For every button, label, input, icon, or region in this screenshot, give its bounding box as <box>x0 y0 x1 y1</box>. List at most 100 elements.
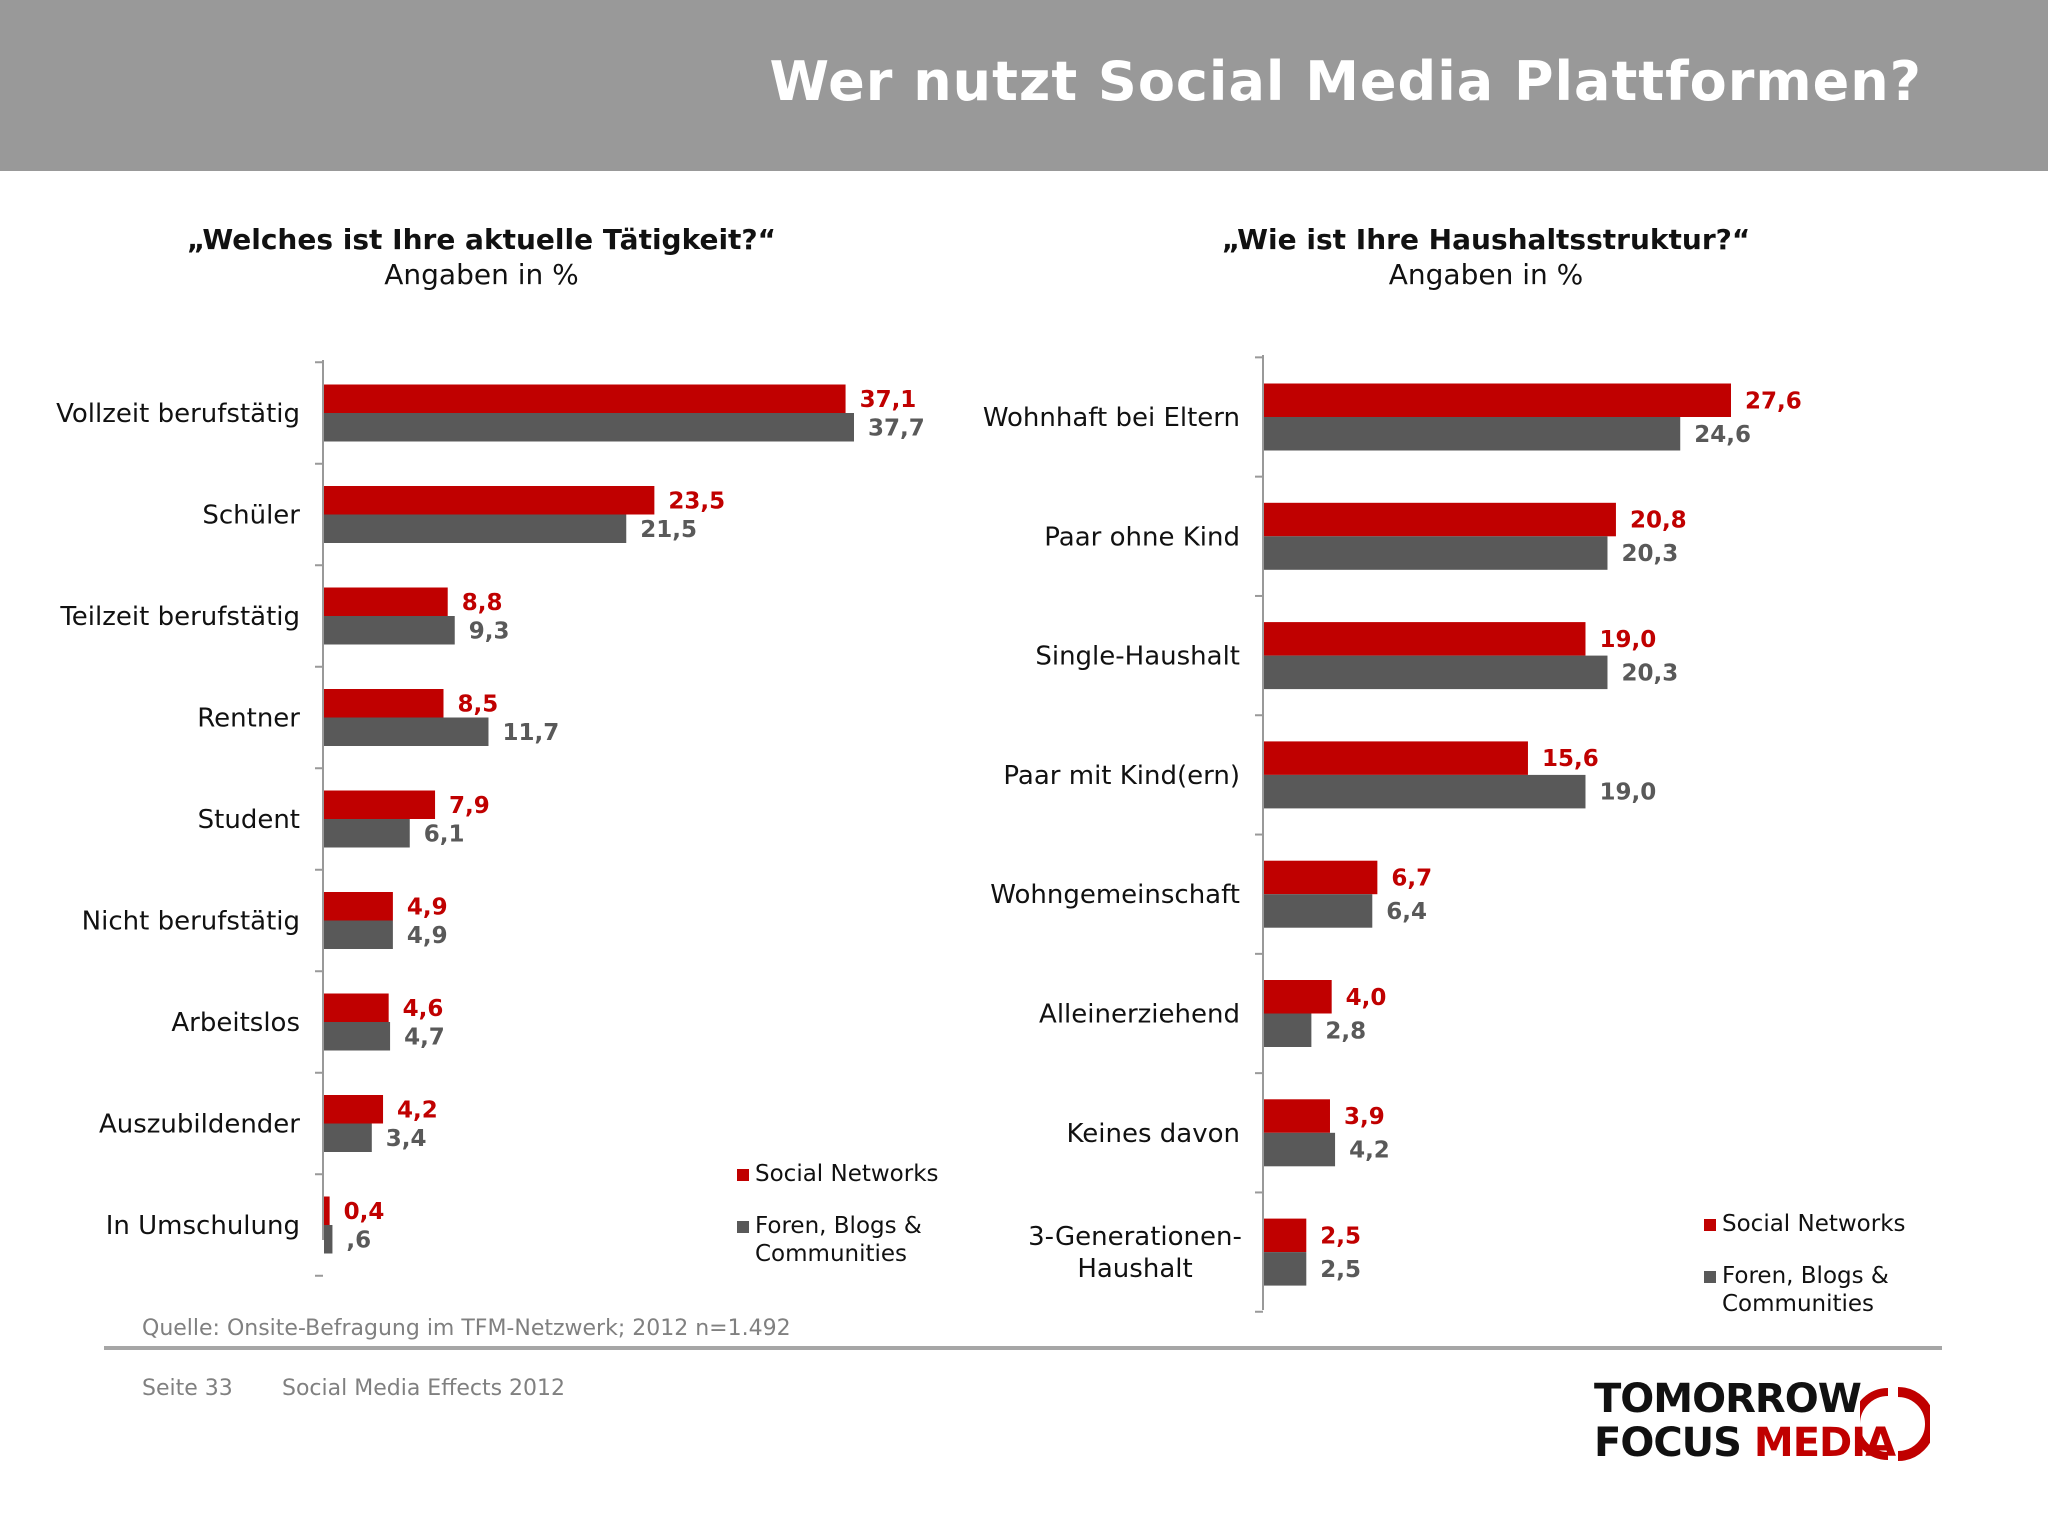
chart-left-category-label: Nicht berufstätig <box>82 907 300 937</box>
chart-right-value-foren-blogs: 19,0 <box>1599 780 1656 806</box>
chart-left-bar-foren-blogs <box>324 1022 391 1051</box>
chart-left-bar-social-networks <box>324 790 436 819</box>
company-logo: TOMORROW FOCUS MEDIA <box>1594 1376 1954 1466</box>
chart-right-value-foren-blogs: 4,2 <box>1349 1138 1390 1164</box>
legend-left: Social Networks Foren, Blogs & Communiti… <box>737 1160 977 1268</box>
chart-left-value-foren-blogs: 6,1 <box>424 821 465 847</box>
chart-right-value-foren-blogs: 6,4 <box>1386 899 1427 925</box>
legend-label-social-networks: Social Networks <box>1722 1211 1906 1237</box>
chart-right-bar-foren-blogs <box>1264 655 1608 690</box>
chart-right-bar-foren-blogs <box>1264 894 1373 928</box>
chart-right-bar-foren-blogs <box>1264 774 1586 809</box>
logo-text-line1: TOMORROW <box>1594 1376 1862 1422</box>
chart-right-category-label: Wohnhaft bei Eltern <box>983 403 1240 433</box>
chart-right-category-label-line: Wohngemeinschaft <box>990 880 1240 910</box>
chart-left-category-label: Arbeitslos <box>171 1008 300 1038</box>
chart-right-value-social-networks: 4,0 <box>1346 985 1387 1011</box>
legend-item-foren-blogs: Foren, Blogs & Communities <box>737 1212 977 1268</box>
chart-left-value-social-networks: 37,1 <box>860 387 917 413</box>
chart-right-subtitle: Angaben in % <box>1388 258 1584 291</box>
logo-text-line2: FOCUS MEDIA <box>1594 1420 1896 1466</box>
chart-left-category-label-line: Auszubildender <box>99 1110 300 1140</box>
logo-text-focus: FOCUS <box>1594 1420 1754 1466</box>
chart-right-category-label: Wohngemeinschaft <box>990 880 1240 910</box>
chart-left-category-label-line: Rentner <box>197 704 300 734</box>
chart-right-bar-social-networks <box>1264 1099 1330 1133</box>
chart-right-bar-foren-blogs <box>1264 1252 1307 1286</box>
chart-right-value-social-networks: 6,7 <box>1391 865 1432 891</box>
chart-right-category-label-line: 3-Generationen- <box>1028 1222 1242 1252</box>
chart-left-category-label-line: In Umschulung <box>106 1211 300 1241</box>
chart-right-bar-social-networks <box>1264 860 1378 895</box>
chart-right-category-label: Single-Haushalt <box>1035 642 1240 672</box>
chart-right-bar-social-networks <box>1264 980 1332 1014</box>
chart-right-value-foren-blogs: 20,3 <box>1621 541 1678 567</box>
chart-left-bar-social-networks <box>324 993 389 1022</box>
chart-left-bar-social-networks <box>324 892 393 921</box>
chart-left-value-foren-blogs: 9,3 <box>469 618 510 644</box>
chart-left-bar-social-networks <box>324 689 444 718</box>
chart-left-bar-foren-blogs <box>324 514 627 543</box>
chart-left-value-social-networks: 23,5 <box>668 488 725 514</box>
chart-left-value-social-networks: 4,6 <box>403 996 444 1022</box>
chart-left-category-label-line: Nicht berufstätig <box>82 907 300 937</box>
header-bar: Wer nutzt Social Media Plattformen? <box>0 0 2048 171</box>
chart-right-value-social-networks: 15,6 <box>1542 746 1599 772</box>
chart-left-bar-foren-blogs <box>324 920 393 949</box>
chart-left-category-label: In Umschulung <box>106 1211 300 1241</box>
chart-left-bar-foren-blogs <box>324 413 854 442</box>
chart-left-title: „Welches ist Ihre aktuelle Tätigkeit?“ <box>186 223 777 256</box>
chart-right-value-foren-blogs: 24,6 <box>1694 422 1751 448</box>
chart-left-bar-social-networks <box>324 587 448 616</box>
chart-left-value-social-networks: 8,8 <box>462 590 503 616</box>
chart-left-value-foren-blogs: 21,5 <box>640 517 697 543</box>
chart-right-category-label-line: Paar ohne Kind <box>1044 522 1240 552</box>
chart-left-value-foren-blogs: 4,7 <box>404 1024 445 1050</box>
legend-item-social-networks: Social Networks <box>737 1160 977 1188</box>
chart-left-value-foren-blogs: 4,9 <box>407 923 448 949</box>
chart-right-category-label: Paar mit Kind(ern) <box>1003 761 1240 791</box>
chart-left-value-social-networks: 0,4 <box>344 1199 385 1225</box>
chart-right-category-label-line: Single-Haushalt <box>1035 642 1240 672</box>
chart-right-bar-foren-blogs <box>1264 536 1608 570</box>
chart-left-bar-foren-blogs <box>324 1225 333 1254</box>
chart-left-bar-foren-blogs <box>324 717 489 746</box>
chart-right-bar-foren-blogs <box>1264 417 1681 451</box>
legend-swatch-foren-blogs <box>737 1221 749 1233</box>
chart-right-bar-social-networks <box>1264 741 1528 775</box>
chart-left-bar-social-networks <box>324 1196 330 1225</box>
chart-right-category-label: Keines davon <box>1067 1119 1240 1149</box>
chart-left-category-label: Vollzeit berufstätig <box>56 399 300 429</box>
page-number: Seite 33 <box>142 1376 233 1401</box>
chart-right-bar-foren-blogs <box>1264 1132 1336 1167</box>
chart-left-category-label-line: Arbeitslos <box>171 1008 300 1038</box>
chart-left-category-label-line: Student <box>198 805 300 835</box>
chart-right-value-social-networks: 2,5 <box>1320 1223 1361 1249</box>
chart-left-category-label: Rentner <box>197 704 300 734</box>
chart-left-category-label-line: Schüler <box>202 501 300 531</box>
chart-left-value-social-networks: 4,9 <box>407 894 448 920</box>
chart-left-category-label: Schüler <box>202 501 300 531</box>
chart-right-bar-social-networks <box>1264 622 1586 656</box>
chart-left-value-foren-blogs: ,6 <box>346 1227 371 1253</box>
legend-label-social-networks: Social Networks <box>755 1161 939 1187</box>
chart-right-bar-social-networks <box>1264 383 1731 417</box>
legend-label-foren-blogs: Foren, Blogs & Communities <box>755 1213 922 1267</box>
chart-left-bar-social-networks <box>324 486 655 515</box>
footer-divider <box>104 1346 1942 1350</box>
chart-left-bar-foren-blogs <box>324 1123 372 1152</box>
chart-left-subtitle: Angaben in % <box>384 258 579 291</box>
chart-right-category-label: Paar ohne Kind <box>1044 522 1240 552</box>
legend-swatch-social-networks <box>1704 1219 1716 1231</box>
source-note: Quelle: Onsite-Befragung im TFM-Netzwerk… <box>142 1316 791 1341</box>
chart-right-bar-social-networks <box>1264 1218 1307 1253</box>
chart-left-bar-foren-blogs <box>324 819 410 848</box>
chart-left-value-social-networks: 7,9 <box>449 793 490 819</box>
chart-left-category-label-line: Teilzeit berufstätig <box>59 602 300 632</box>
legend-right: Social Networks Foren, Blogs & Communiti… <box>1704 1210 1944 1318</box>
logo-arc-icon <box>1860 1387 1930 1461</box>
chart-left-category-label: Teilzeit berufstätig <box>59 602 300 632</box>
chart-right-category-label-line: Paar mit Kind(ern) <box>1003 761 1240 791</box>
chart-left-category-label-line: Vollzeit berufstätig <box>56 399 300 429</box>
